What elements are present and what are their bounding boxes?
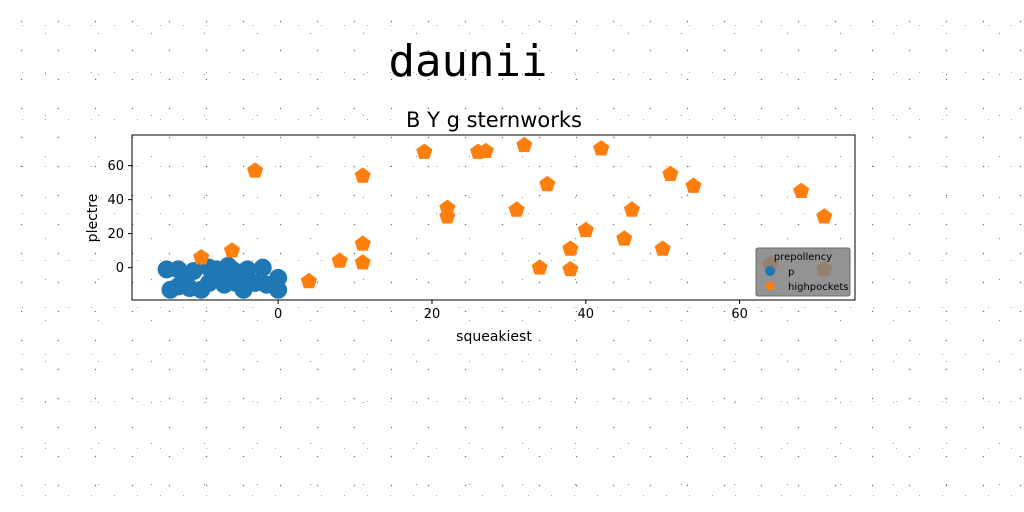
point-highpockets-13 (508, 201, 525, 217)
point-highpockets-1 (223, 242, 241, 258)
legend: prepollency p highpockets (755, 247, 851, 297)
point-highpockets-15 (531, 259, 548, 275)
point-highpockets-7 (354, 254, 371, 270)
x-axis-label: squeakiest (456, 329, 532, 345)
point-highpockets-18 (562, 260, 579, 277)
point-highpockets-14 (516, 136, 533, 153)
point-highpockets-4 (331, 252, 348, 268)
point-highpockets-27 (793, 182, 810, 198)
point-highpockets-16 (539, 175, 556, 192)
legend-label-p: p (788, 267, 794, 278)
point-highpockets-17 (562, 240, 579, 256)
point-highpockets-2 (247, 162, 264, 178)
x-tick-label-20: 20 (424, 307, 441, 322)
legend-marker-p (765, 266, 775, 276)
point-p-24 (222, 268, 241, 287)
point-highpockets-3 (300, 272, 317, 289)
point-p-23 (203, 263, 222, 282)
point-highpockets-8 (416, 143, 433, 159)
plot-markers (157, 136, 833, 299)
point-highpockets-28 (816, 208, 833, 224)
legend-marker-highpockets (765, 281, 775, 290)
point-highpockets-25 (685, 177, 702, 193)
point-p-25 (176, 268, 195, 287)
point-highpockets-23 (654, 240, 671, 256)
point-highpockets-24 (662, 165, 679, 181)
legend-box (755, 247, 851, 297)
point-highpockets-0 (193, 249, 210, 265)
axis-ticks: 0 20 40 60 0 20 40 60 (107, 159, 747, 322)
point-highpockets-21 (616, 230, 633, 246)
y-tick-label-40: 40 (107, 193, 124, 208)
figure-suptitle: daunii (388, 36, 548, 87)
point-p-22 (269, 280, 288, 299)
y-axis-label: plectre (85, 194, 101, 243)
point-highpockets-6 (354, 235, 371, 251)
y-tick-label-0: 0 (116, 261, 124, 276)
legend-items: p highpockets (765, 266, 848, 293)
plot-area-frame (131, 134, 856, 301)
chart-title: B Y g sternworks (406, 108, 582, 132)
x-tick-label-40: 40 (578, 307, 595, 322)
point-highpockets-19 (577, 221, 594, 238)
x-tick-label-60: 60 (731, 307, 748, 322)
point-p-9 (253, 258, 272, 277)
point-highpockets-12 (477, 142, 494, 158)
point-p-26 (246, 273, 265, 292)
x-tick-label-0: 0 (274, 307, 282, 322)
point-highpockets-22 (623, 201, 640, 217)
point-highpockets-20 (593, 140, 610, 156)
point-highpockets-10 (439, 208, 456, 224)
legend-title: prepollency (774, 252, 832, 263)
legend-label-highpockets: highpockets (788, 282, 848, 293)
y-tick-label-60: 60 (107, 159, 124, 174)
y-tick-label-20: 20 (107, 227, 124, 242)
point-highpockets-5 (354, 167, 371, 183)
